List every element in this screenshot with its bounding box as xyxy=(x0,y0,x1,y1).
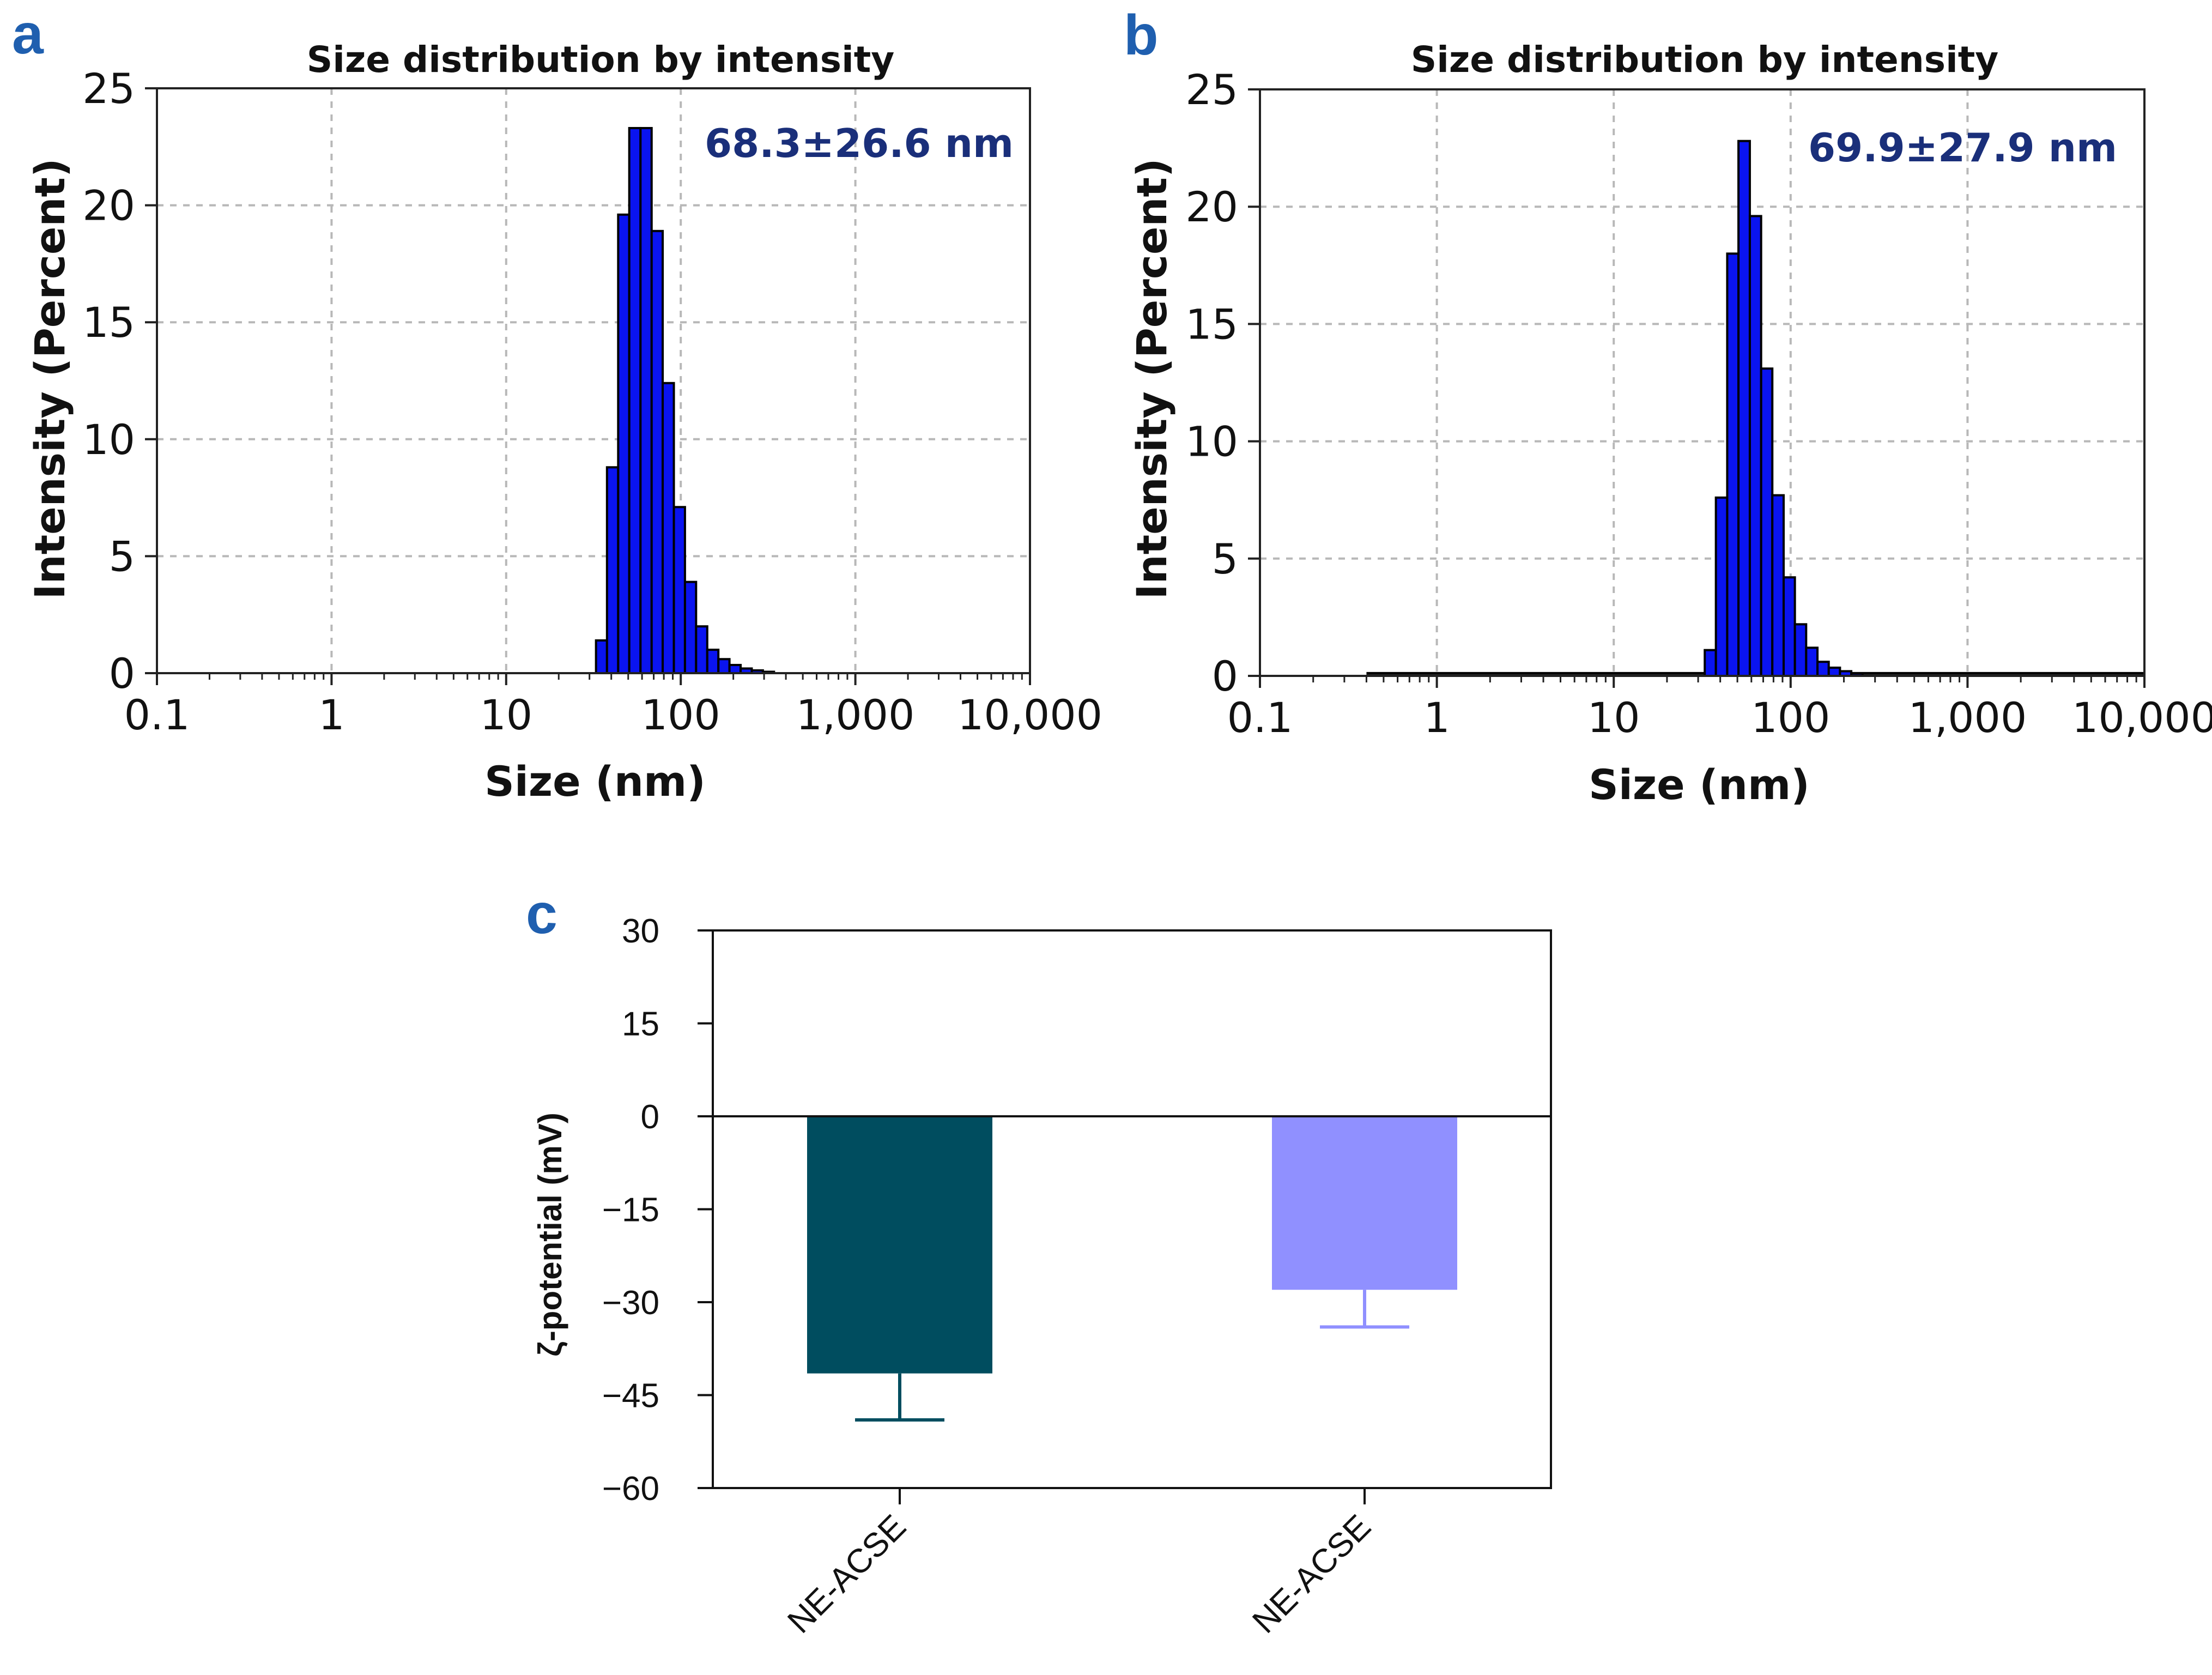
panel-a-title: Size distribution by intensity xyxy=(307,39,895,81)
b-hist-bar xyxy=(1760,367,1774,677)
panel-c-y-tick-label: −45 xyxy=(602,1377,659,1415)
b-hist-bar xyxy=(1748,215,1762,677)
panel-c-y-tick-label: 30 xyxy=(622,912,659,950)
a-x-tick-label: 10,000 xyxy=(957,691,1102,739)
a-x-tick-label: 10 xyxy=(480,691,532,739)
panel-b-plot-frame xyxy=(1259,88,2146,677)
a-y-tick-label: 5 xyxy=(109,532,135,580)
a-x-tick-label: 0.1 xyxy=(124,691,190,739)
a-y-tick-label: 25 xyxy=(82,64,135,113)
panel-b-title: Size distribution by intensity xyxy=(1411,39,1999,81)
b-y-tick-label: 10 xyxy=(1185,418,1238,466)
a-x-tick-label: 1 xyxy=(318,691,344,739)
a-hist-bar xyxy=(650,229,664,674)
panel-b-y-axis: 0 5 10 15 20 25 xyxy=(1185,65,1260,700)
panel-b-histogram xyxy=(1366,140,2144,678)
b-hist-bar xyxy=(1793,623,1808,678)
a-hist-bar xyxy=(706,649,720,674)
a-hist-bar xyxy=(728,663,742,675)
a-hist-bar xyxy=(717,658,731,675)
a-hist-bar xyxy=(683,580,698,675)
panel-b-y-axis-label: Intensity (Percent) xyxy=(1128,158,1176,599)
a-y-tick-label: 0 xyxy=(109,649,135,698)
a-x-tick-label: 1,000 xyxy=(796,691,915,739)
panel-c-y-tick-label: −30 xyxy=(602,1284,659,1322)
panel-c-y-tick-label: −60 xyxy=(602,1470,659,1508)
panel-c-bar xyxy=(1272,1116,1457,1290)
a-hist-bar xyxy=(662,382,675,674)
b-hist-bar xyxy=(1827,666,1841,678)
panel-b-size-annotation: 69.9±27.9 nm xyxy=(1808,125,2117,171)
a-hist-bar xyxy=(628,126,642,675)
panel-c-y-tick-label: −15 xyxy=(602,1192,659,1229)
a-y-tick-label: 10 xyxy=(82,415,135,464)
b-x-tick-label: 100 xyxy=(1751,693,1830,742)
panel-c-bars xyxy=(807,1116,1457,1422)
panel-a-grid xyxy=(157,88,1030,673)
b-x-tick-label: 10 xyxy=(1587,693,1640,742)
a-hist-bar xyxy=(617,213,631,674)
panel-b-grid xyxy=(1260,89,2144,676)
b-y-tick-label: 5 xyxy=(1212,535,1238,583)
b-hist-bar xyxy=(1782,576,1796,678)
b-hist-bar xyxy=(1771,494,1785,677)
panel-b-size-distribution: b Size distribution by intensity 0.1 1 10 1… xyxy=(1124,4,2212,809)
panel-b-letter: b xyxy=(1124,4,1159,67)
b-x-tick-label: 1 xyxy=(1423,693,1450,742)
panel-c-y-tick-label: 0 xyxy=(641,1098,659,1136)
panel-a-letter: a xyxy=(12,3,44,66)
a-hist-bar xyxy=(595,639,608,674)
panel-c-y-tick-label: 15 xyxy=(622,1006,659,1043)
b-x-tick-label: 1,000 xyxy=(1908,693,2027,742)
a-hist-bar xyxy=(695,625,708,675)
b-x-tick-label: 10,000 xyxy=(2072,693,2212,742)
a-hist-bar xyxy=(672,506,686,674)
panel-a-x-axis-label: Size (nm) xyxy=(484,757,706,806)
panel-a-x-axis: 0.1 1 10 100 1,000 10,000 xyxy=(124,673,1102,739)
a-hist-bar xyxy=(605,466,620,675)
b-y-tick-label: 15 xyxy=(1185,300,1238,348)
b-hist-bar xyxy=(1805,646,1819,678)
panel-a-y-axis: 0 5 10 15 20 25 xyxy=(82,64,157,698)
b-y-tick-label: 0 xyxy=(1212,652,1238,700)
b-hist-bar xyxy=(1737,140,1751,677)
panel-c-y-axis: 30 15 0 −15 −30 −45 −60 xyxy=(602,912,713,1508)
panel-b-x-axis: 0.1 1 10 100 1,000 10,000 xyxy=(1227,676,2212,742)
b-x-tick-label: 0.1 xyxy=(1227,693,1293,742)
a-y-tick-label: 20 xyxy=(82,182,135,230)
panel-a-y-axis-label: Intensity (Percent) xyxy=(26,158,74,599)
a-y-tick-label: 15 xyxy=(82,298,135,347)
b-y-tick-label: 20 xyxy=(1185,183,1238,231)
panel-c-bar xyxy=(807,1116,992,1374)
b-y-tick-label: 25 xyxy=(1185,65,1238,114)
panel-a-size-distribution: a Size distribution by intensity 0.1 1 10 1… xyxy=(12,3,1102,806)
b-hist-bar xyxy=(1714,496,1729,677)
panel-c-letter: c xyxy=(526,882,557,946)
panel-a-plot-frame xyxy=(156,87,1031,674)
b-hist-bar xyxy=(1816,661,1830,678)
b-hist-bar xyxy=(1704,649,1717,678)
a-hist-bar xyxy=(639,126,653,675)
b-hist-bar xyxy=(1726,252,1740,677)
panel-c-y-axis-label: ζ-potential (mV) xyxy=(532,1112,568,1357)
panel-b-x-axis-label: Size (nm) xyxy=(1589,760,1810,809)
panel-a-size-annotation: 68.3±26.6 nm xyxy=(705,120,1014,166)
a-x-tick-label: 100 xyxy=(641,691,720,739)
